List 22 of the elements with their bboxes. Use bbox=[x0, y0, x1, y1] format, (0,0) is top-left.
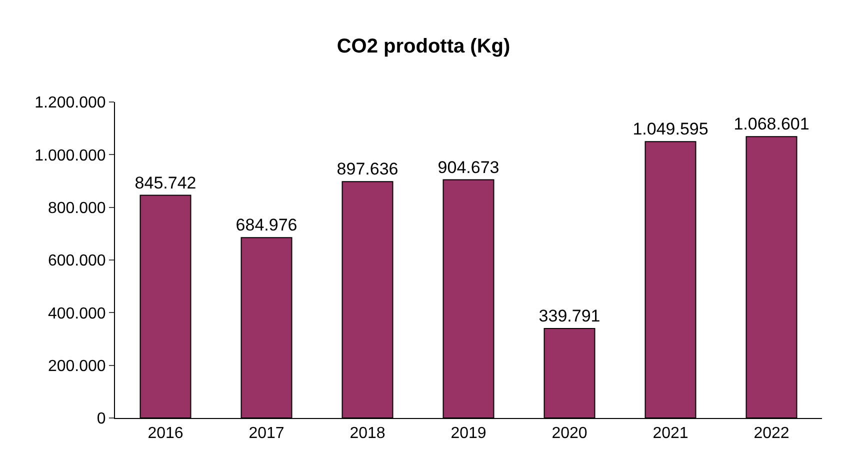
x-tick-label: 2018 bbox=[350, 425, 386, 442]
y-tick-label: 1.000.000 bbox=[34, 147, 106, 164]
x-tick-label: 2021 bbox=[652, 425, 688, 442]
y-tick-label: 0 bbox=[96, 410, 106, 428]
data-label: 1.068.601 bbox=[734, 114, 810, 134]
data-label: 845.742 bbox=[134, 173, 196, 192]
data-label: 684.976 bbox=[236, 216, 298, 235]
y-tick-label: 1.200.000 bbox=[34, 94, 106, 112]
y-tick-label: 200.000 bbox=[48, 358, 106, 375]
x-tick-label: 2020 bbox=[552, 425, 588, 442]
y-tick-label: 400.000 bbox=[48, 305, 106, 322]
y-tick-label: 800.000 bbox=[48, 200, 106, 217]
y-tick-label: 600.000 bbox=[48, 252, 106, 270]
data-label: 904.673 bbox=[438, 158, 500, 177]
x-tick-label: 2022 bbox=[754, 425, 790, 442]
data-label: 1.049.595 bbox=[632, 120, 708, 139]
data-label: 339.791 bbox=[538, 306, 600, 326]
data-label: 897.636 bbox=[336, 160, 398, 179]
x-tick-label: 2017 bbox=[248, 425, 284, 442]
chart-title: CO2 prodotta (Kg) bbox=[336, 35, 510, 58]
x-tick-label: 2016 bbox=[148, 425, 184, 442]
x-tick-label: 2019 bbox=[450, 425, 486, 442]
